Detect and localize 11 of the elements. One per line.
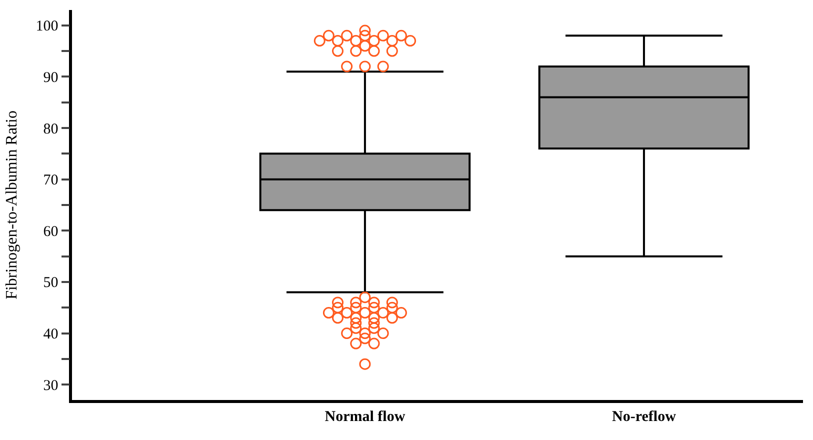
y-tick-label: 90 [43,70,58,86]
y-tick-label: 30 [43,378,58,394]
y-tick-label: 40 [43,326,58,343]
y-axis-title: Fibrinogen-to-Albumin Ratio [4,110,21,300]
y-tick-label: 70 [43,172,58,189]
y-tick-label: 100 [36,18,58,35]
y-tick-label: 50 [43,275,58,292]
x-tick-label: No-reflow [612,408,676,425]
y-tick-label: 80 [43,121,58,138]
y-tick-label: 60 [43,224,58,240]
x-tick-label: Normal flow [324,408,406,425]
